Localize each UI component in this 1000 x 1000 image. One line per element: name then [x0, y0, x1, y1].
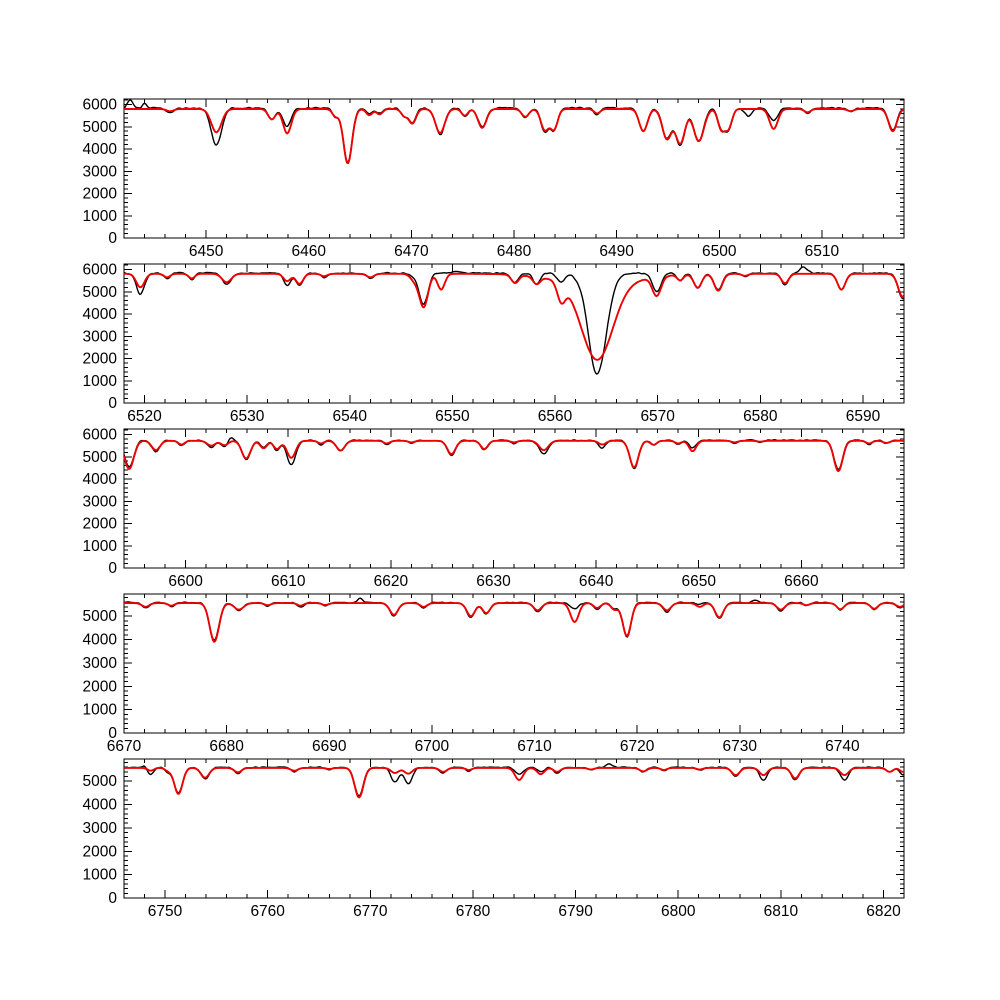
y-tick-label: 2000 — [83, 678, 118, 695]
panel-frame — [123, 593, 905, 734]
x-tick-label: 6810 — [764, 903, 799, 920]
x-tick-label: 6600 — [168, 573, 203, 590]
model-spectrum — [124, 766, 905, 799]
x-tick-label: 6760 — [250, 903, 285, 920]
x-tick-label: 6710 — [517, 738, 552, 755]
x-tick-label: 6780 — [456, 903, 491, 920]
y-tick-label: 0 — [108, 230, 117, 247]
y-tick-label: 3000 — [83, 820, 118, 837]
x-tick-label: 6630 — [476, 573, 511, 590]
x-tick-label: 6590 — [846, 408, 881, 425]
y-tick-label: 1000 — [83, 867, 118, 884]
x-tick-label: 6550 — [435, 408, 470, 425]
y-tick-label: 6000 — [83, 262, 118, 279]
panel-1: 6450 6460 6470 6480 6490 6500 6510 0 1000 2000 300… — [83, 97, 905, 260]
x-tick-label: 6570 — [640, 408, 675, 425]
x-tick-label: 6540 — [333, 408, 368, 425]
x-tick-label: 6820 — [866, 903, 901, 920]
x-tick-label: 6500 — [702, 243, 737, 260]
x-tick-label: 6450 — [189, 243, 224, 260]
x-tick-label: 6690 — [312, 738, 347, 755]
y-tick-label: 3000 — [83, 163, 118, 180]
x-tick-label: 6490 — [599, 243, 634, 260]
x-tick-label: 6560 — [538, 408, 573, 425]
y-tick-label: 0 — [108, 395, 117, 412]
y-tick-label: 5000 — [83, 284, 118, 301]
y-tick-label: 2000 — [83, 351, 118, 368]
panel-3: 6600 6610 6620 6630 6640 6650 6660 0 1000 2000 300… — [83, 427, 905, 590]
y-tick-label: 4000 — [83, 632, 118, 649]
model-spectrum — [124, 602, 905, 643]
y-tick-label: 5000 — [83, 449, 118, 466]
x-tick-label: 6510 — [805, 243, 840, 260]
y-tick-label: 6000 — [83, 97, 118, 114]
model-spectrum — [124, 108, 905, 165]
y-tick-label: 3000 — [83, 655, 118, 672]
x-tick-label: 6770 — [353, 903, 388, 920]
x-tick-label: 6730 — [723, 738, 758, 755]
x-tick-label: 6750 — [148, 903, 183, 920]
panel-5: 6750 6760 6770 6780 6790 6800 6810 6820 0 1000 200… — [83, 758, 905, 920]
y-tick-label: 2000 — [83, 186, 118, 203]
y-tick-label: 4000 — [83, 471, 118, 488]
x-tick-label: 6670 — [107, 738, 142, 755]
y-tick-label: 4000 — [83, 306, 118, 323]
x-tick-label: 6660 — [784, 573, 819, 590]
x-tick-label: 6740 — [825, 738, 860, 755]
x-tick-label: 6720 — [620, 738, 655, 755]
y-tick-label: 1000 — [83, 208, 118, 225]
y-tick-label: 3000 — [83, 328, 118, 345]
x-tick-label: 6800 — [661, 903, 696, 920]
y-tick-label: 2000 — [83, 843, 118, 860]
x-tick-label: 6480 — [497, 243, 532, 260]
x-tick-label: 6520 — [127, 408, 162, 425]
y-tick-label: 0 — [108, 725, 117, 742]
x-tick-label: 6620 — [374, 573, 409, 590]
y-tick-label: 0 — [108, 560, 117, 577]
y-tick-label: 1000 — [83, 373, 118, 390]
x-tick-label: 6530 — [230, 408, 265, 425]
y-tick-label: 2000 — [83, 516, 118, 533]
model-spectrum — [123, 439, 904, 473]
x-tick-label: 6790 — [558, 903, 593, 920]
x-tick-label: 6650 — [681, 573, 716, 590]
panel-frame — [123, 263, 905, 404]
y-tick-label: 4000 — [83, 797, 118, 814]
panel-4: 6670 6680 6690 6700 6710 6720 6730 6740 0 1000 200… — [83, 593, 905, 755]
x-tick-label: 6640 — [579, 573, 614, 590]
panel-frame — [123, 758, 905, 899]
y-tick-label: 1000 — [83, 538, 118, 555]
x-tick-label: 6470 — [394, 243, 429, 260]
y-tick-label: 3000 — [83, 493, 118, 510]
y-tick-label: 6000 — [83, 427, 118, 444]
y-tick-label: 4000 — [83, 141, 118, 158]
x-tick-label: 6610 — [271, 573, 306, 590]
panel-frame — [123, 98, 905, 239]
y-tick-label: 5000 — [83, 773, 118, 790]
x-tick-label: 6680 — [209, 738, 244, 755]
y-tick-label: 0 — [108, 890, 117, 907]
x-tick-label: 6460 — [291, 243, 326, 260]
y-tick-label: 5000 — [83, 608, 118, 625]
y-tick-label: 1000 — [83, 702, 118, 719]
panel-2: 6520 6530 6540 6550 6560 6570 6580 6590 0 1000 200… — [83, 262, 905, 425]
model-spectrum — [124, 272, 905, 361]
y-tick-label: 5000 — [83, 119, 118, 136]
x-tick-label: 6700 — [415, 738, 450, 755]
x-tick-label: 6580 — [743, 408, 778, 425]
